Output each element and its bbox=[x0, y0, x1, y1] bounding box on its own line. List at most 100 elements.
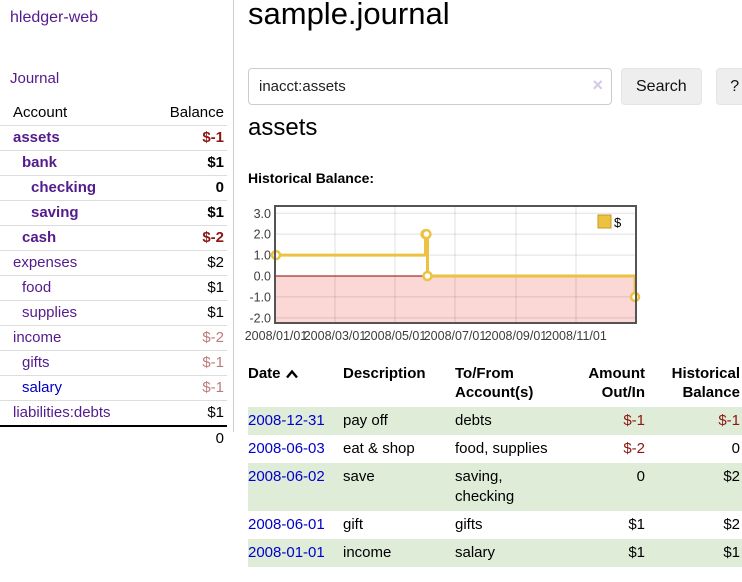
accounts-total-row: 0 bbox=[0, 425, 227, 451]
account-row: gifts $-1 bbox=[0, 350, 227, 376]
account-heading: assets bbox=[248, 114, 318, 141]
account-name-cell: gifts bbox=[0, 350, 150, 376]
transaction-balance: $2 bbox=[723, 468, 740, 485]
x-tick-label: 2008/05/01 bbox=[364, 329, 427, 343]
transaction-accounts: salary bbox=[455, 544, 496, 561]
register-col-description: Description bbox=[343, 365, 426, 382]
account-name-cell: expenses bbox=[0, 250, 150, 276]
transaction-amount: $-1 bbox=[623, 412, 645, 429]
account-balance: $1 bbox=[149, 400, 227, 426]
account-name-cell: salary bbox=[0, 375, 150, 401]
register-row: 2008-06-03 eat & shop food, supplies $-2 0 bbox=[248, 435, 742, 463]
page-title: sample.journal bbox=[248, 0, 450, 31]
app-brand-link[interactable]: hledger-web bbox=[10, 9, 99, 26]
x-tick-label: 2008/11/01 bbox=[545, 329, 607, 343]
transaction-description: income bbox=[343, 544, 392, 561]
account-link[interactable]: liabilities:debts bbox=[13, 404, 111, 421]
account-name-cell: saving bbox=[0, 200, 150, 226]
account-balance: $-2 bbox=[149, 325, 227, 351]
search-button[interactable]: Search bbox=[621, 68, 702, 105]
account-link[interactable]: gifts bbox=[22, 354, 50, 371]
account-link[interactable]: food bbox=[22, 279, 52, 296]
register-row: 2008-06-02 save saving, checking 0 $2 bbox=[248, 463, 742, 511]
register-table: Date Description To/From Account(s) Amou… bbox=[248, 362, 742, 567]
accounts-header-row: Account Balance bbox=[0, 101, 227, 126]
accounts-col-account: Account bbox=[13, 104, 68, 121]
transaction-date-link[interactable]: 2008-12-31 bbox=[248, 412, 325, 429]
y-tick-label: -1.0 bbox=[249, 290, 271, 304]
transaction-date-link[interactable]: 2008-06-03 bbox=[248, 440, 325, 457]
account-balance: $-1 bbox=[149, 375, 227, 401]
y-tick-label: 0.0 bbox=[254, 270, 271, 284]
account-row: liabilities:debts $1 bbox=[0, 400, 227, 426]
x-tick-label: 2008/01/01 bbox=[245, 329, 307, 343]
accounts-col-balance: Balance bbox=[169, 104, 224, 121]
register-col-date-label: Date bbox=[248, 365, 281, 382]
account-balance: $1 bbox=[149, 300, 227, 326]
legend-label: $ bbox=[614, 215, 622, 230]
account-balance: $1 bbox=[149, 150, 227, 176]
account-name-cell: supplies bbox=[0, 300, 150, 326]
register-col-balance: Historical Balance bbox=[671, 365, 740, 401]
legend-swatch bbox=[597, 214, 612, 229]
account-link[interactable]: income bbox=[13, 329, 62, 346]
transaction-date-link-cell: 2008-06-01 bbox=[248, 511, 343, 539]
account-link[interactable]: salary bbox=[22, 379, 63, 396]
y-tick-label: 3.0 bbox=[254, 207, 271, 221]
x-tick-label: 2008/07/01 bbox=[424, 329, 487, 343]
transaction-amount: $1 bbox=[628, 516, 645, 533]
account-row: salary $-1 bbox=[0, 375, 227, 401]
clear-search-icon[interactable]: × bbox=[592, 75, 603, 95]
account-name-cell: income bbox=[0, 325, 150, 351]
sidebar-item-journal[interactable]: Journal bbox=[10, 70, 60, 87]
register-row: 2008-12-31 pay off debts $-1 $-1 bbox=[248, 407, 742, 435]
data-point bbox=[421, 228, 432, 240]
transaction-date-link[interactable]: 2008-06-02 bbox=[248, 468, 325, 485]
account-name-cell: cash bbox=[0, 225, 150, 251]
transaction-accounts: saving, checking bbox=[455, 468, 515, 505]
transaction-description: save bbox=[343, 468, 375, 485]
search-form: × Search ? bbox=[248, 68, 742, 105]
transaction-date-link[interactable]: 2008-06-01 bbox=[248, 516, 325, 533]
search-input[interactable] bbox=[248, 68, 612, 105]
account-name-cell: checking bbox=[0, 175, 150, 201]
register-col-date[interactable]: Date bbox=[248, 362, 343, 407]
transaction-balance: $1 bbox=[723, 544, 740, 561]
negative-region bbox=[276, 276, 635, 322]
transaction-balance: $2 bbox=[723, 516, 740, 533]
account-link[interactable]: checking bbox=[31, 179, 97, 196]
account-row: checking 0 bbox=[0, 175, 227, 201]
plot-border bbox=[274, 205, 637, 324]
account-balance: $1 bbox=[149, 275, 227, 301]
y-tick-label: -2.0 bbox=[249, 311, 271, 325]
account-link[interactable]: supplies bbox=[22, 304, 78, 321]
historical-balance-chart: $3.0 2.0 1.0 0.0 -1.0 -2.0 2008/01/012008/03/0… bbox=[245, 205, 641, 343]
transaction-date-link-cell: 2008-06-02 bbox=[248, 463, 343, 511]
account-link[interactable]: assets bbox=[13, 129, 60, 146]
account-link[interactable]: cash bbox=[22, 229, 57, 246]
account-row: cash $-2 bbox=[0, 225, 227, 251]
x-tick-label: 2008/03/01 bbox=[304, 329, 367, 343]
account-name-cell: bank bbox=[0, 150, 150, 176]
help-button[interactable]: ? bbox=[715, 68, 742, 105]
account-link[interactable]: bank bbox=[22, 154, 58, 171]
account-balance: 0 bbox=[149, 175, 227, 201]
register-row: 2008-01-01 income salary $1 $1 bbox=[248, 539, 742, 567]
accounts-total-value: 0 bbox=[149, 425, 227, 451]
x-tick-label: 2008/09/01 bbox=[485, 329, 548, 343]
transaction-description: gift bbox=[343, 516, 364, 533]
transaction-balance: 0 bbox=[731, 440, 740, 457]
register-col-accounts: To/From Account(s) bbox=[455, 365, 534, 401]
account-row: income $-2 bbox=[0, 325, 227, 351]
account-row: saving $1 bbox=[0, 200, 227, 226]
transaction-date-link-cell: 2008-12-31 bbox=[248, 407, 343, 435]
account-balance: $-2 bbox=[149, 225, 227, 251]
account-link[interactable]: expenses bbox=[13, 254, 78, 271]
sort-ascending-icon bbox=[285, 369, 298, 379]
transaction-accounts: debts bbox=[455, 412, 492, 429]
account-link[interactable]: saving bbox=[31, 204, 79, 221]
account-balance: $-1 bbox=[149, 125, 227, 151]
transaction-description: eat & shop bbox=[343, 440, 415, 457]
transaction-accounts: gifts bbox=[455, 516, 483, 533]
transaction-date-link[interactable]: 2008-01-01 bbox=[248, 544, 325, 561]
